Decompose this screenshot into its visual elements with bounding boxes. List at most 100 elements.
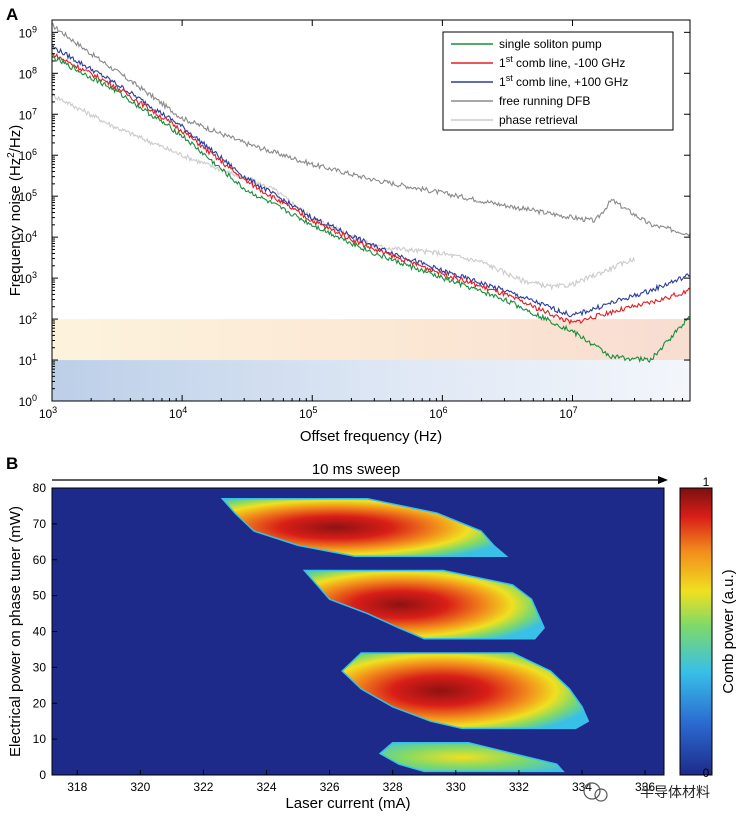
legend-label-tail: comb line, +100 GHz [513,75,629,89]
y-tick-label: 103 [19,270,37,286]
y-tick-label: 104 [19,229,37,245]
heatmap-x-tick-label: 318 [67,780,87,794]
watermark: 半导体材料 [583,782,710,802]
y-tick-exp: 3 [32,270,37,280]
heatmap-y-tick-label: 50 [33,589,47,603]
y-tick-label: 108 [19,65,37,81]
colorbar [679,487,713,776]
legend-label-sup: st [506,73,514,83]
y-tick-label: 102 [19,311,37,327]
panel-a-series [51,22,691,364]
y-tick-base: 10 [19,26,33,40]
y-tick-base: 10 [19,354,33,368]
y-tick-label: 109 [19,24,37,40]
panel-a-y-axis-label-main: Frequency noise (Hz [7,158,24,296]
y-tick-exp: 4 [32,229,37,239]
upper-band [52,319,690,361]
legend-label: free running DFB [499,94,590,108]
y-tick-base: 10 [19,272,33,286]
panel-a: A 103 104 105 106 10710010110210310410510610… [6,5,691,445]
panel-b-ticks: 318 320 322 324 326 328 330 332 334 336 0 10 20 30 40 5… [33,481,656,794]
heatmap-y-tick-label: 0 [39,768,46,782]
y-tick-exp: 7 [32,106,37,116]
legend-label: single soliton pump [499,37,602,51]
panel-b-x-axis-label: Laser current (mA) [285,795,410,812]
series-line-single-soliton-pump [51,55,691,364]
panel-b-y-axis-label: Electrical power on phase tuner (mW) [7,506,24,757]
panel-a-frame [51,19,691,402]
panel-a-x-axis-label: Offset frequency (Hz) [300,428,442,445]
legend-label: 1st comb line, -100 GHz [499,54,625,70]
heatmap-y-tick-label: 10 [33,732,47,746]
panel-b: B 318 320 322 324 326 328 330 332 334 33601020304… [6,454,737,812]
x-tick-label: 103 [39,405,57,421]
x-tick-label: 107 [559,405,577,421]
heatmap-y-tick-label: 80 [33,481,47,495]
x-tick-label: 104 [169,405,187,421]
heatmap-lobe-4 [378,741,565,773]
heatmap-y-tick-label: 70 [33,517,47,531]
legend-label-main: 1 [499,75,506,89]
colorbar-tick-bottom: 0 [703,766,710,780]
y-tick-base: 10 [19,149,33,163]
heatmap-lobe-2 [302,569,545,640]
heatmap-x-tick-label: 324 [256,780,276,794]
x-tick-base: 10 [169,407,183,421]
panel-a-y-axis-label-tail: /Hz) [7,125,24,153]
y-tick-base: 10 [19,395,33,409]
y-tick-base: 10 [19,67,33,81]
y-tick-label: 101 [19,352,37,368]
legend-label-main: 1 [499,56,506,70]
x-tick-label: 106 [429,405,447,421]
panel-b-letter: B [6,454,18,473]
heatmap-lobe-1 [220,498,509,557]
legend-label-tail: comb line, -100 GHz [513,56,626,70]
panel-a-y-axis-label-sup: 2 [6,152,17,158]
colorbar-ticks: 10 [703,475,710,780]
panel-a-letter: A [6,5,18,24]
x-tick-base: 10 [429,407,443,421]
series-line-free-running-dfb [51,22,691,237]
lower-band [52,360,690,401]
heatmap-lobes [220,498,590,773]
heatmap-y-tick-label: 60 [33,553,47,567]
legend-label-sup: st [506,54,514,64]
x-tick-exp: 4 [182,405,187,415]
heatmap-y-tick-label: 30 [33,660,47,674]
panel-a-shaded-bands [52,319,690,401]
x-tick-base: 10 [39,407,53,421]
y-tick-exp: 0 [32,393,37,403]
y-tick-exp: 6 [32,147,37,157]
x-tick-exp: 5 [312,405,317,415]
x-tick-exp: 7 [573,405,578,415]
y-tick-exp: 9 [32,24,37,34]
heatmap-x-tick-label: 328 [383,780,403,794]
heatmap-y-tick-label: 20 [33,696,47,710]
y-tick-label: 106 [19,147,37,163]
heatmap-x-tick-label: 326 [320,780,340,794]
sweep-arrow-head [658,476,668,484]
legend-label: 1st comb line, +100 GHz [499,73,628,89]
heatmap-x-tick-label: 336 [635,780,655,794]
watermark-logo-icon [583,782,601,800]
series-line-phase-retrieval [51,92,636,291]
watermark-logo-icon-2 [594,788,608,802]
y-tick-base: 10 [19,108,33,122]
heatmap-x-tick-label: 330 [446,780,466,794]
colorbar-label: Comb power (a.u.) [720,569,737,693]
heatmap-x-tick-label: 322 [193,780,213,794]
y-tick-exp: 8 [32,65,37,75]
y-tick-base: 10 [19,190,33,204]
y-tick-label: 107 [19,106,37,122]
legend-box [442,31,674,131]
heatmap-x-tick-label: 320 [130,780,150,794]
y-tick-exp: 5 [32,188,37,198]
panel-a-y-axis-label: Frequency noise (Hz2/Hz) [6,125,24,296]
heatmap-lobe-3 [341,652,590,730]
sweep-label: 10 ms sweep [312,461,400,478]
x-tick-base: 10 [299,407,313,421]
colorbar-tick-top: 1 [703,475,710,489]
heatmap-x-tick-label: 334 [572,780,592,794]
